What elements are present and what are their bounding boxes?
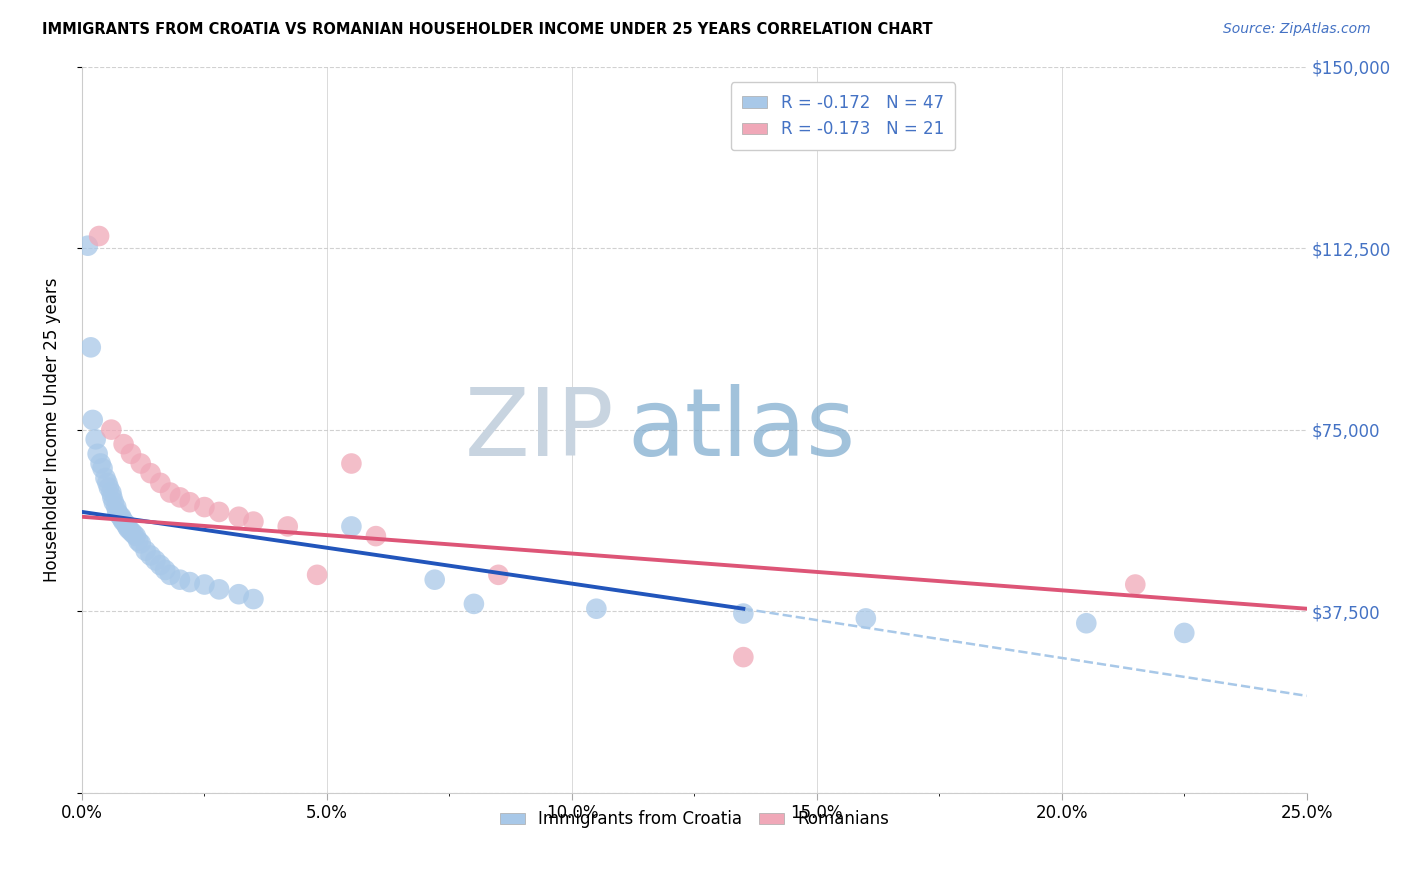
Text: atlas: atlas [627, 384, 855, 475]
Y-axis label: Householder Income Under 25 years: Householder Income Under 25 years [44, 277, 60, 582]
Point [90, 457, 112, 471]
Point [139, 466, 162, 480]
Point [111, 512, 134, 526]
Point [86, 447, 108, 461]
Point [117, 522, 139, 536]
Point [1076, 616, 1098, 631]
Point [340, 519, 363, 533]
Point [242, 592, 264, 607]
Point [103, 495, 125, 509]
Point [80, 340, 103, 354]
Point [125, 529, 148, 543]
Point [129, 457, 152, 471]
Point [159, 485, 181, 500]
Point [228, 587, 250, 601]
Point [169, 573, 191, 587]
Point [91, 461, 114, 475]
Point [208, 505, 231, 519]
Point [112, 437, 135, 451]
Point [179, 575, 201, 590]
Point [155, 563, 177, 577]
Point [340, 457, 363, 471]
Point [105, 500, 128, 514]
Point [149, 558, 172, 573]
Point [307, 567, 329, 582]
Point [145, 553, 167, 567]
Point [120, 447, 142, 461]
Point [277, 519, 299, 533]
Legend: Immigrants from Croatia, Romanians: Immigrants from Croatia, Romanians [494, 804, 896, 835]
Text: IMMIGRANTS FROM CROATIA VS ROMANIAN HOUSEHOLDER INCOME UNDER 25 YEARS CORRELATIO: IMMIGRANTS FROM CROATIA VS ROMANIAN HOUS… [42, 22, 932, 37]
Point [115, 519, 138, 533]
Point [423, 573, 446, 587]
Point [179, 495, 201, 509]
Point [94, 471, 117, 485]
Point [733, 607, 755, 621]
Point [585, 601, 607, 615]
Point [84, 432, 107, 446]
Point [1123, 577, 1146, 591]
Point [159, 567, 181, 582]
Point [242, 515, 264, 529]
Point [486, 567, 509, 582]
Point [208, 582, 231, 597]
Point [120, 524, 142, 539]
Point [149, 475, 172, 490]
Point [115, 516, 138, 531]
Point [129, 536, 152, 550]
Point [110, 509, 132, 524]
Text: ZIP: ZIP [465, 384, 614, 475]
Point [139, 549, 162, 563]
Point [82, 413, 104, 427]
Point [135, 543, 157, 558]
Point [105, 505, 128, 519]
Point [228, 509, 250, 524]
Point [122, 526, 145, 541]
Point [100, 485, 122, 500]
Point [1173, 626, 1195, 640]
Point [127, 533, 149, 548]
Point [193, 500, 215, 514]
Point [855, 611, 877, 625]
Point [100, 423, 122, 437]
Point [87, 229, 110, 244]
Text: Source: ZipAtlas.com: Source: ZipAtlas.com [1223, 22, 1371, 37]
Point [107, 508, 129, 522]
Point [169, 491, 191, 505]
Point [97, 481, 120, 495]
Point [733, 650, 755, 665]
Point [101, 491, 124, 505]
Point [463, 597, 485, 611]
Point [96, 475, 118, 490]
Point [364, 529, 387, 543]
Point [76, 238, 98, 252]
Point [193, 577, 215, 591]
Point [112, 515, 135, 529]
